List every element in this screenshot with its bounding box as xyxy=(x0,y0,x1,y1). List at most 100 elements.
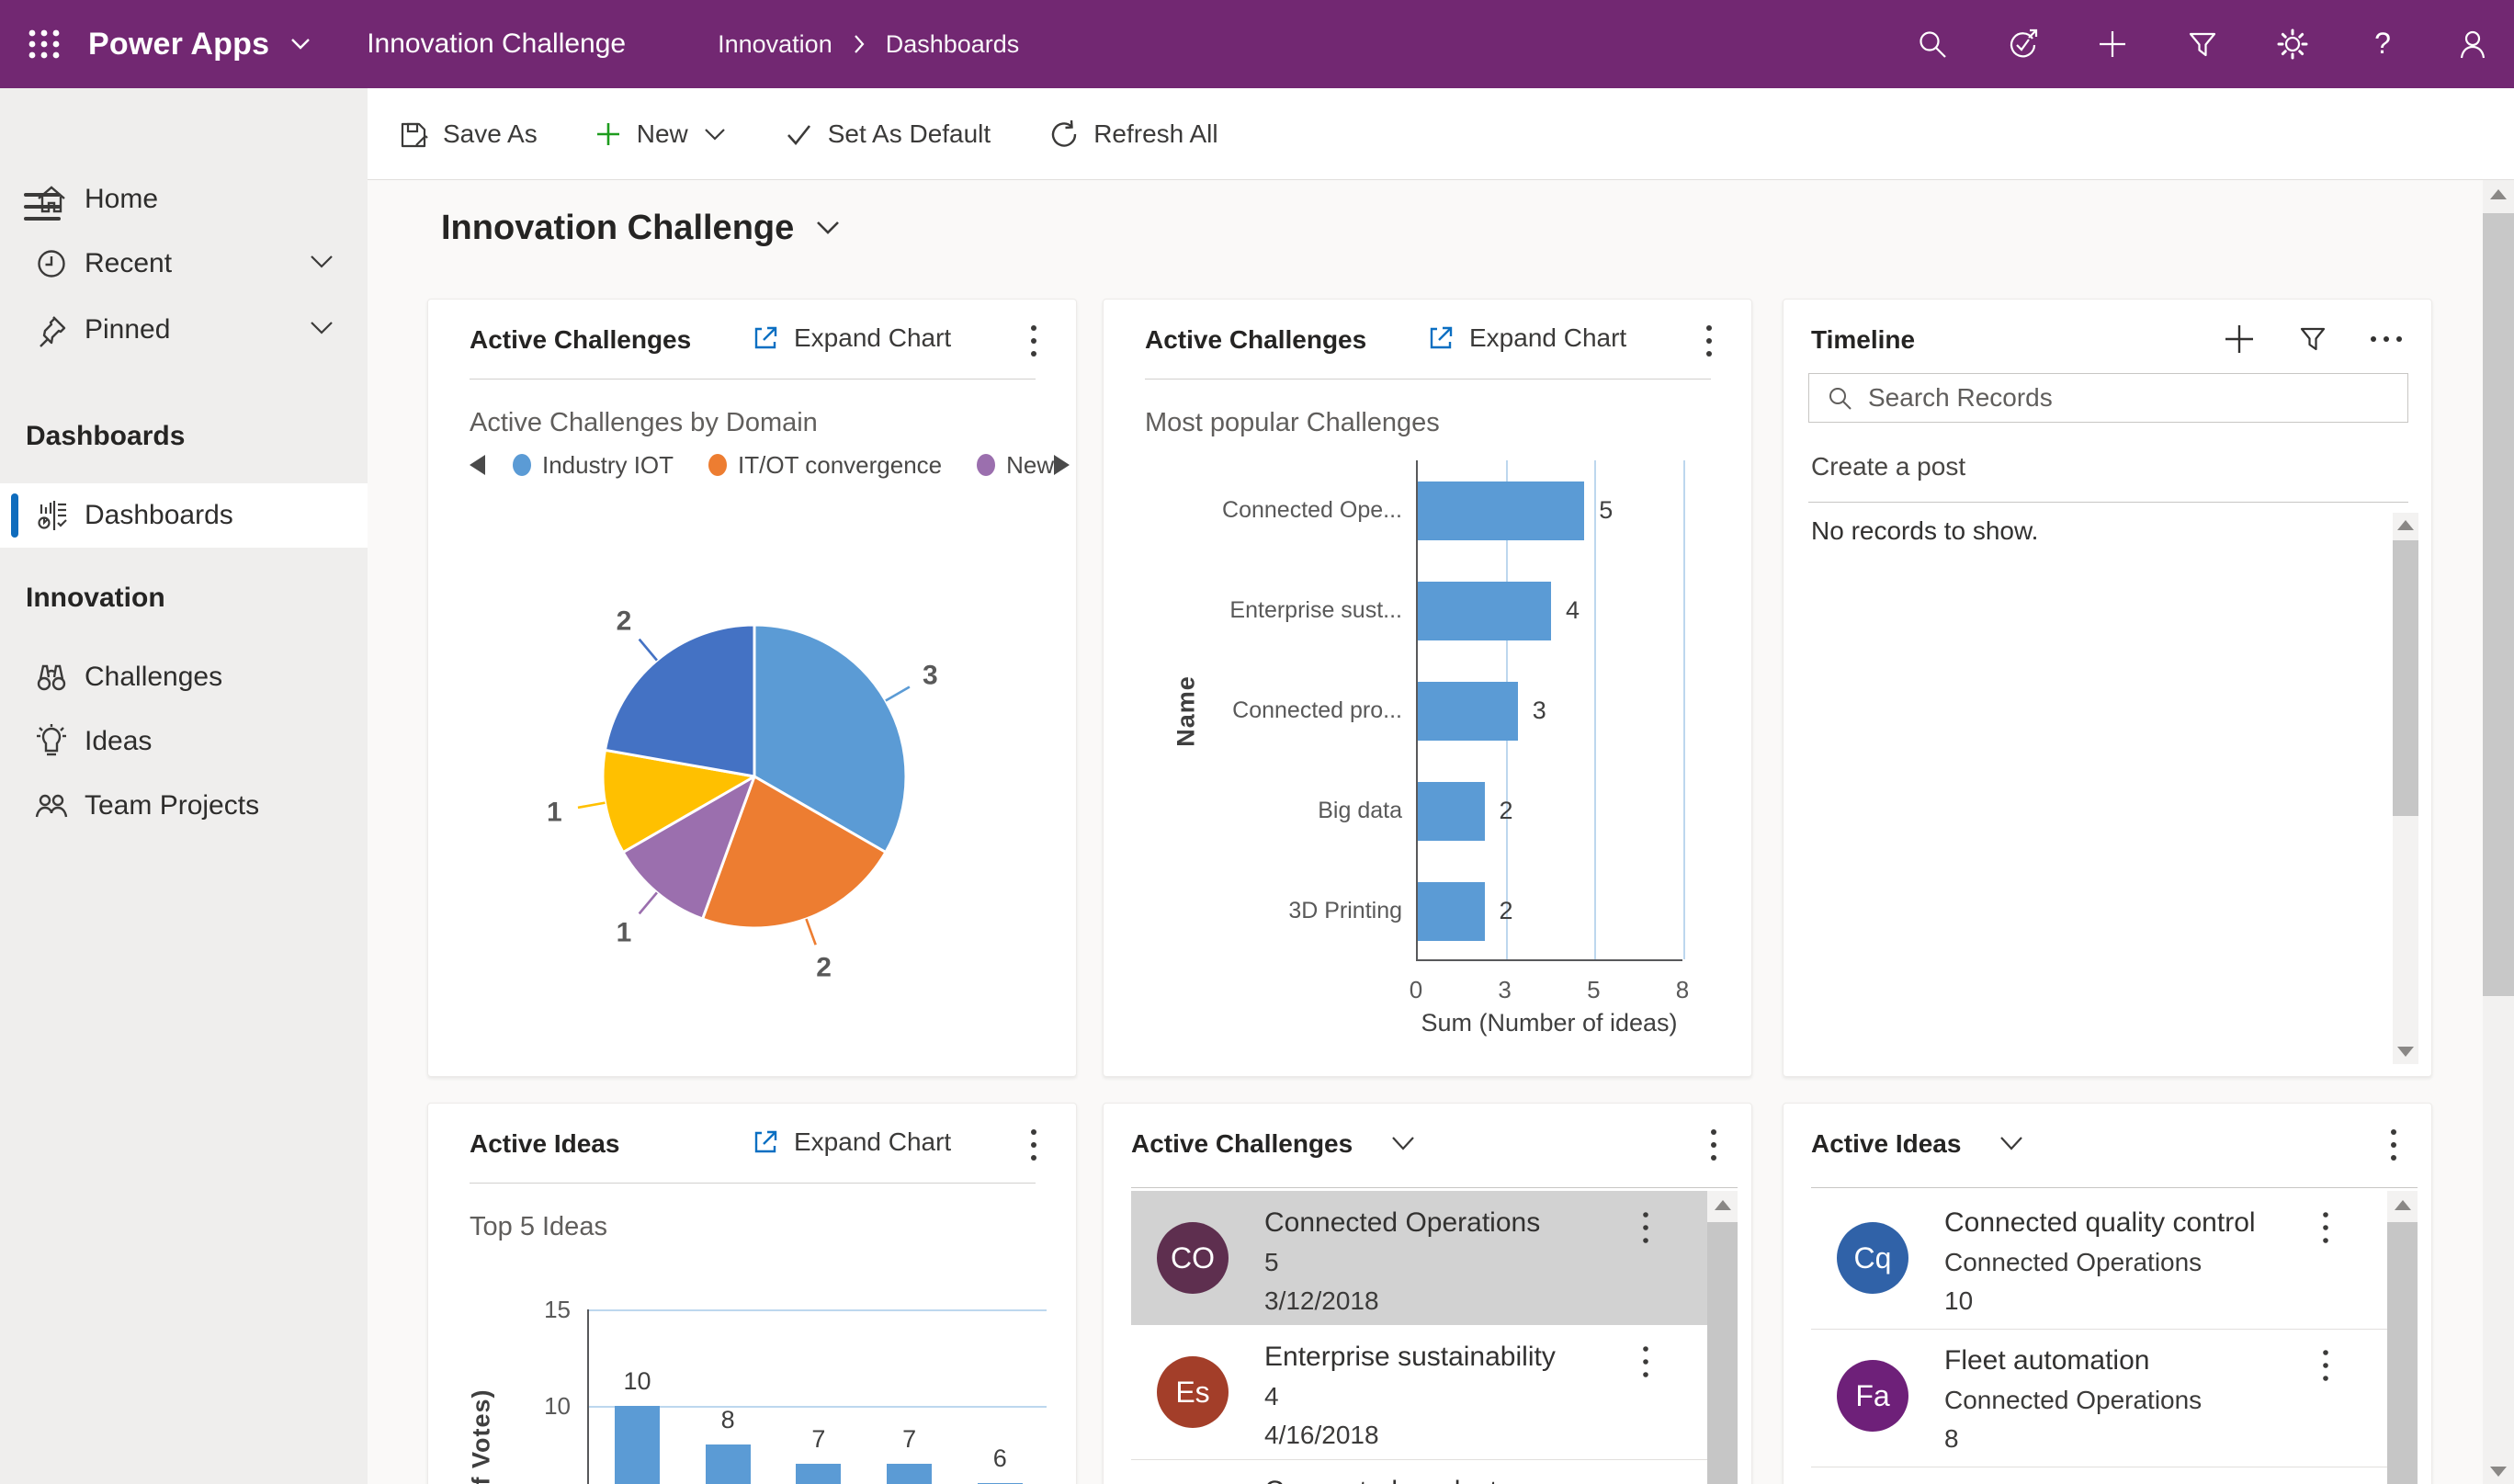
avatar: CO xyxy=(1157,1222,1229,1294)
list-item[interactable]: Cp Connected products xyxy=(1131,1459,1738,1484)
expand-chart-button[interactable]: Expand Chart xyxy=(752,323,951,353)
sidebar-item-team-projects[interactable]: Team Projects xyxy=(0,774,368,838)
search-records-input[interactable] xyxy=(1868,383,2407,413)
expand-chart-button[interactable]: Expand Chart xyxy=(1427,323,1626,353)
sidebar-item-pinned[interactable]: Pinned xyxy=(0,298,368,362)
x-axis-title: Sum (Number of ideas) xyxy=(1421,1009,1678,1037)
top-navigation-bar: Power Apps Innovation Challenge Innovati… xyxy=(0,0,2514,88)
filter-icon[interactable] xyxy=(2185,27,2220,62)
view-selector-chevron-icon[interactable] xyxy=(1998,1135,2025,1153)
column-chart[interactable]: 10 8 7 7 6 xyxy=(587,1309,1047,1484)
timeline-search-box[interactable] xyxy=(1808,373,2408,423)
y-axis-ticks: 15 10 xyxy=(544,1296,571,1420)
save-as-button[interactable]: Save As xyxy=(397,119,538,150)
more-options-icon[interactable] xyxy=(1704,323,1715,358)
list-scrollbar[interactable] xyxy=(2387,1191,2418,1484)
more-options-icon[interactable] xyxy=(1028,323,1039,358)
legend-prev-icon[interactable] xyxy=(470,455,485,475)
row-more-icon[interactable] xyxy=(2321,1211,2330,1244)
topbar-icon-group: ? xyxy=(1915,27,2514,62)
people-icon xyxy=(33,787,70,824)
svg-text:2: 2 xyxy=(816,953,832,983)
timeline-filter-icon[interactable] xyxy=(2297,323,2328,355)
legend-dot xyxy=(977,454,996,476)
sidebar-item-challenges[interactable]: Challenges xyxy=(0,645,368,709)
more-options-icon[interactable] xyxy=(1028,1127,1039,1162)
row-more-icon[interactable] xyxy=(2321,1349,2330,1382)
svg-text:1: 1 xyxy=(617,917,632,947)
card-title: Active Challenges xyxy=(470,325,692,354)
brand-title: Power Apps xyxy=(88,26,270,62)
sidebar-item-label: Home xyxy=(85,184,159,214)
waffle-dots xyxy=(28,29,60,59)
sidebar-item-ideas[interactable]: Ideas xyxy=(0,709,368,774)
row-more-icon[interactable] xyxy=(1641,1345,1650,1378)
list-item[interactable]: Es Enterprise sustainability 4 4/16/2018 xyxy=(1131,1325,1738,1459)
page-title: Innovation Challenge xyxy=(441,208,795,247)
legend-item[interactable]: IT/OT convergence xyxy=(708,451,942,480)
expand-chart-button[interactable]: Expand Chart xyxy=(752,1127,951,1157)
record-parent: Connected Operations xyxy=(1944,1386,2203,1414)
page-scrollbar-thumb[interactable] xyxy=(2483,213,2514,996)
plus-icon xyxy=(596,122,619,145)
sidebar-item-recent[interactable]: Recent xyxy=(0,232,368,296)
refresh-all-button[interactable]: Refresh All xyxy=(1048,119,1218,150)
sidebar-item-dashboards[interactable]: Dashboards xyxy=(0,483,368,548)
breadcrumb-current[interactable]: Dashboards xyxy=(885,29,1020,58)
environment-title[interactable]: Innovation Challenge xyxy=(367,28,627,59)
settings-gear-icon[interactable] xyxy=(2275,27,2310,62)
view-selector-chevron-icon[interactable] xyxy=(1389,1135,1417,1153)
card-active-ideas-list: Active Ideas Cq Connected quality contro… xyxy=(1783,1103,2432,1484)
bar-category-labels: Connected Ope... Enterprise sust... Connec… xyxy=(1222,496,1402,923)
selection-indicator xyxy=(11,493,18,538)
home-icon xyxy=(33,181,70,218)
page-title-chevron-icon[interactable] xyxy=(814,219,842,237)
list-item[interactable]: CO Connected Operations 5 3/12/2018 xyxy=(1131,1191,1738,1325)
more-options-icon[interactable] xyxy=(2388,1127,2399,1162)
search-icon[interactable] xyxy=(1915,27,1950,62)
legend-next-icon[interactable] xyxy=(1054,455,1070,475)
timeline-scrollbar[interactable] xyxy=(2393,513,2418,1064)
help-icon[interactable]: ? xyxy=(2365,27,2400,62)
list-scrollbar[interactable] xyxy=(1707,1191,1738,1484)
y-axis-title: Sum (Number of Votes) xyxy=(468,1388,496,1484)
timeline-more-icon[interactable] xyxy=(2369,334,2404,345)
chart-legend: Industry IOT IT/OT convergence New xyxy=(470,447,1070,483)
legend-item[interactable]: Industry IOT xyxy=(513,451,674,480)
list-item[interactable]: Fa Fleet automation Connected Operations… xyxy=(1811,1329,2418,1467)
legend-item[interactable]: New xyxy=(977,451,1054,480)
list-item[interactable]: Cq Connected quality control Connected O… xyxy=(1811,1191,2418,1329)
chevron-down-icon[interactable] xyxy=(309,254,334,270)
brand-chevron-down-icon[interactable] xyxy=(289,37,311,51)
card-title: Timeline xyxy=(1811,325,1916,354)
timeline-add-icon[interactable] xyxy=(2222,322,2257,357)
sidebar-item-label: Dashboards xyxy=(85,500,233,530)
set-as-default-button[interactable]: Set As Default xyxy=(784,119,991,149)
svg-text:3: 3 xyxy=(923,661,938,691)
breadcrumb-parent[interactable]: Innovation xyxy=(718,29,832,58)
account-person-icon[interactable] xyxy=(2455,27,2490,62)
row-more-icon[interactable] xyxy=(1641,1211,1650,1244)
legend-dot xyxy=(708,454,728,476)
dashboard-icon xyxy=(33,497,70,534)
sidebar-group-innovation: Innovation xyxy=(26,583,165,613)
record-count: 8 xyxy=(1944,1424,1959,1453)
avatar: Fa xyxy=(1837,1360,1908,1432)
more-options-icon[interactable] xyxy=(1708,1127,1719,1162)
new-button[interactable]: New xyxy=(595,119,727,149)
sidebar-item-label: Pinned xyxy=(85,314,171,345)
record-parent: Connected Operations xyxy=(1944,1248,2203,1276)
create-post-label[interactable]: Create a post xyxy=(1811,452,1966,481)
waffle-menu-icon[interactable] xyxy=(0,0,88,88)
pie-chart[interactable]: 3 2 1 1 2 xyxy=(497,565,1012,988)
page-scrollbar[interactable] xyxy=(2483,180,2514,1484)
advanced-find-icon[interactable] xyxy=(2005,27,2040,62)
list-item[interactable]: Cc Cloud connection xyxy=(1811,1467,2418,1484)
chevron-down-icon[interactable] xyxy=(309,320,334,336)
add-icon[interactable] xyxy=(2095,27,2130,62)
search-icon xyxy=(1829,388,1852,410)
record-name: Connected Operations xyxy=(1264,1207,1541,1238)
sidebar-item-home[interactable]: Home xyxy=(0,167,368,232)
